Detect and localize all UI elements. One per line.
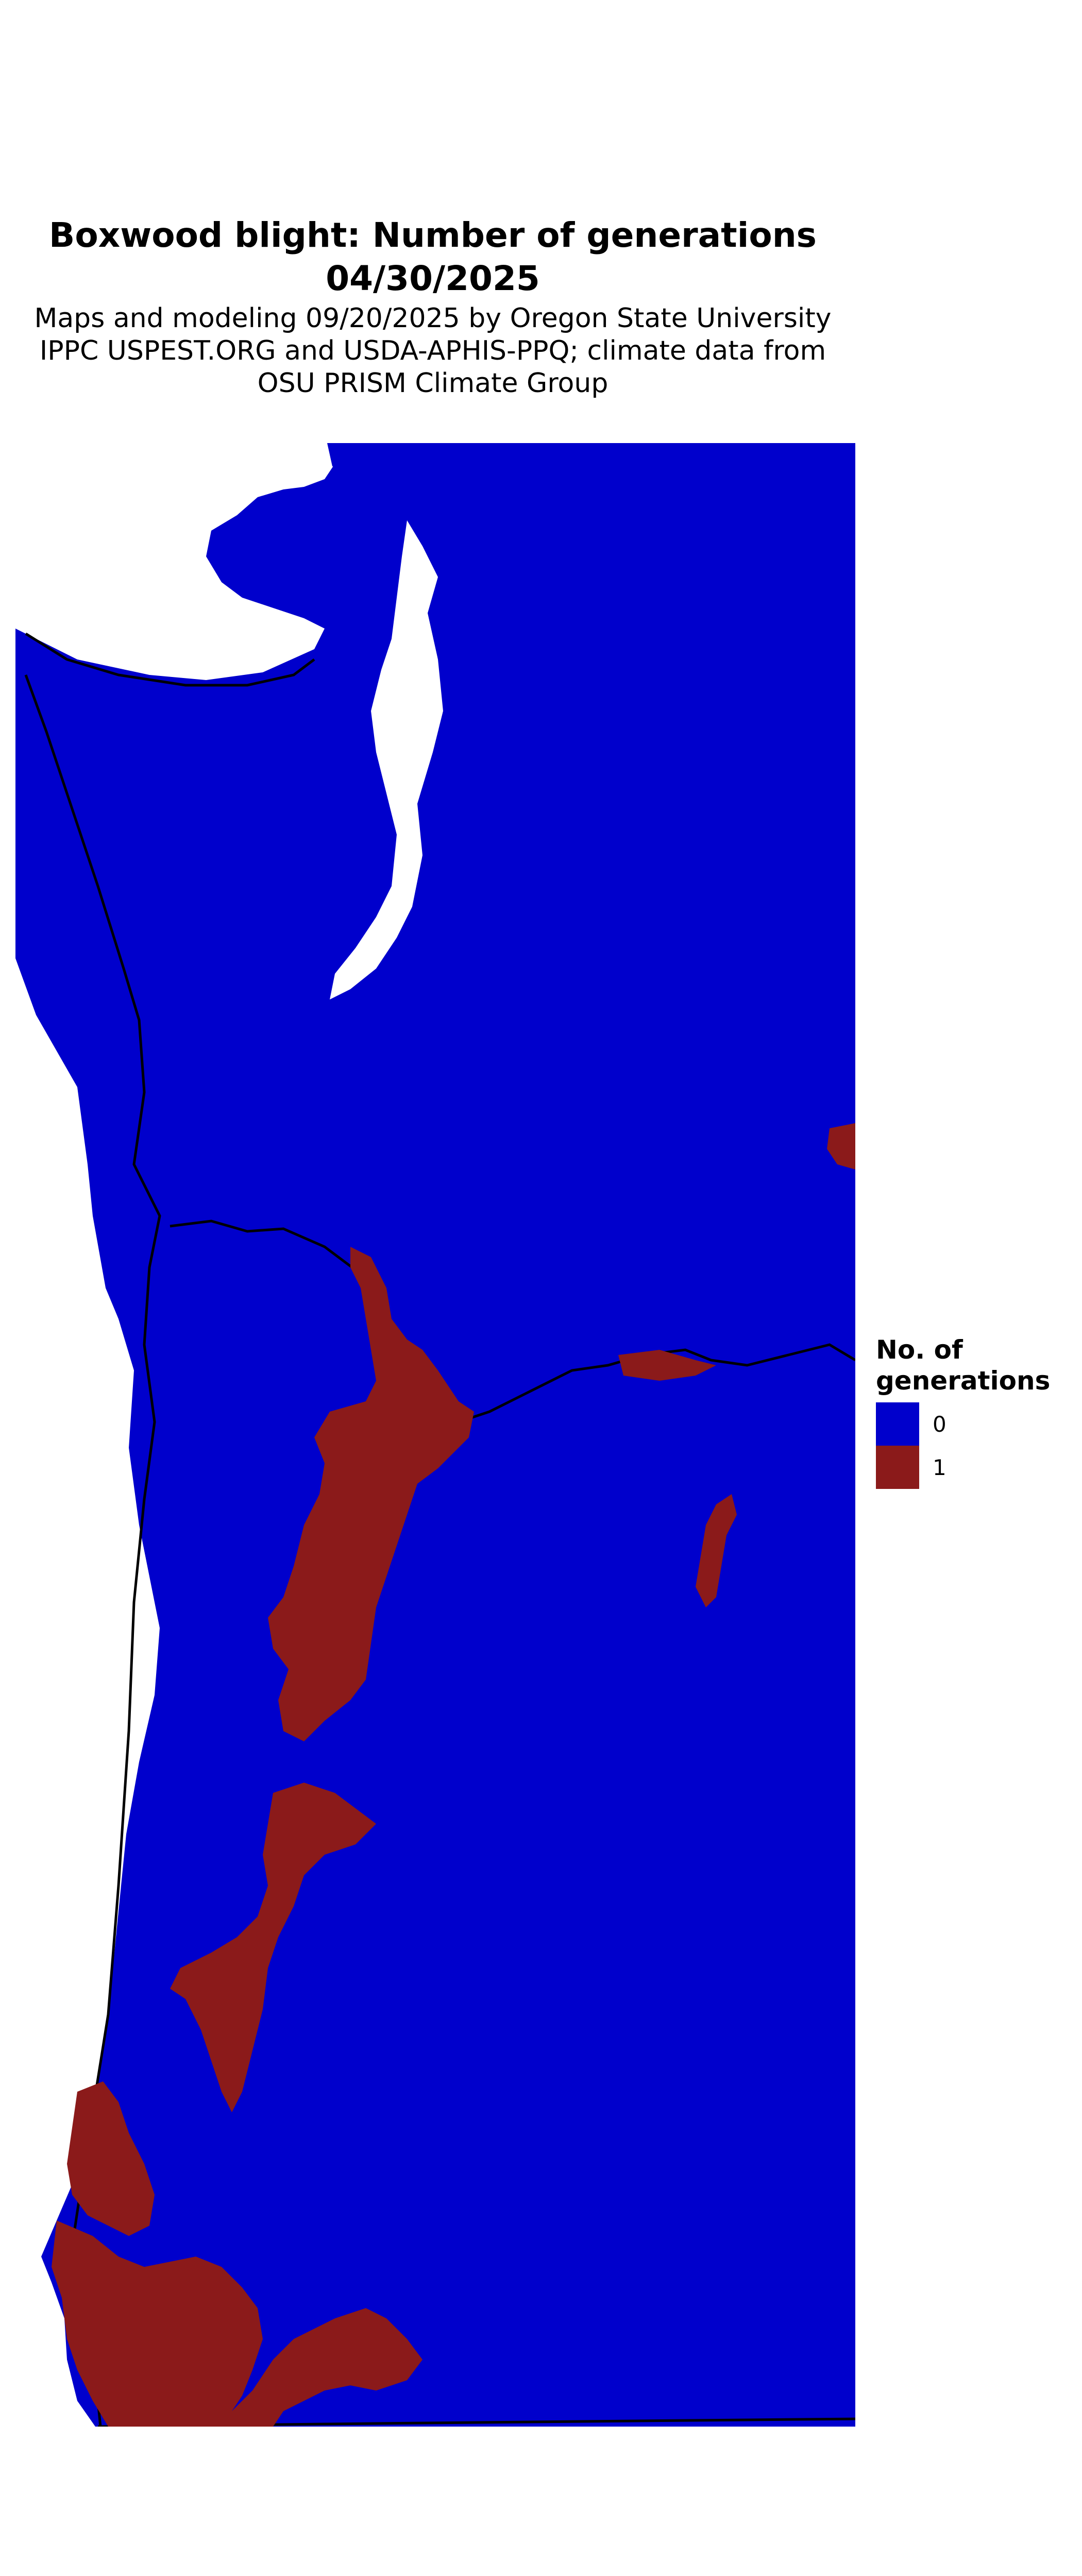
- legend-swatch-zero: [876, 1402, 919, 1446]
- legend-title-line1: No. of: [876, 1335, 963, 1365]
- map-title-line1: Boxwood blight: Number of generations: [49, 215, 817, 255]
- subtitle-line2: IPPC USPEST.ORG and USDA-APHIS-PPQ; clim…: [39, 335, 826, 366]
- island-shape: [327, 443, 358, 471]
- region-one-generation: [52, 1123, 855, 2427]
- puget-sound-water: [330, 520, 443, 999]
- map-subtitle: Maps and modeling 09/20/2025 by Oregon S…: [0, 302, 866, 400]
- title-block: Boxwood blight: Number of generations 04…: [0, 214, 866, 400]
- map-title: Boxwood blight: Number of generations 04…: [0, 214, 866, 300]
- subtitle-line3: OSU PRISM Climate Group: [257, 368, 608, 399]
- legend: No. of generations 0 1: [876, 1334, 1082, 1489]
- legend-label-one: 1: [933, 1454, 946, 1480]
- subtitle-line1: Maps and modeling 09/20/2025 by Oregon S…: [34, 303, 832, 334]
- legend-title-line2: generations: [876, 1366, 1051, 1396]
- legend-rows: 0 1: [876, 1402, 1082, 1489]
- columbia-river-line: [170, 1219, 855, 1423]
- map-title-date: 04/30/2025: [326, 259, 540, 298]
- legend-label-zero: 0: [933, 1411, 946, 1437]
- legend-title: No. of generations: [876, 1334, 1082, 1396]
- generations-map: [15, 443, 855, 2427]
- legend-swatch-one: [876, 1446, 919, 1489]
- legend-row-zero: 0: [876, 1402, 1082, 1446]
- legend-row-one: 1: [876, 1446, 1082, 1489]
- coastline-boundary: [25, 632, 315, 687]
